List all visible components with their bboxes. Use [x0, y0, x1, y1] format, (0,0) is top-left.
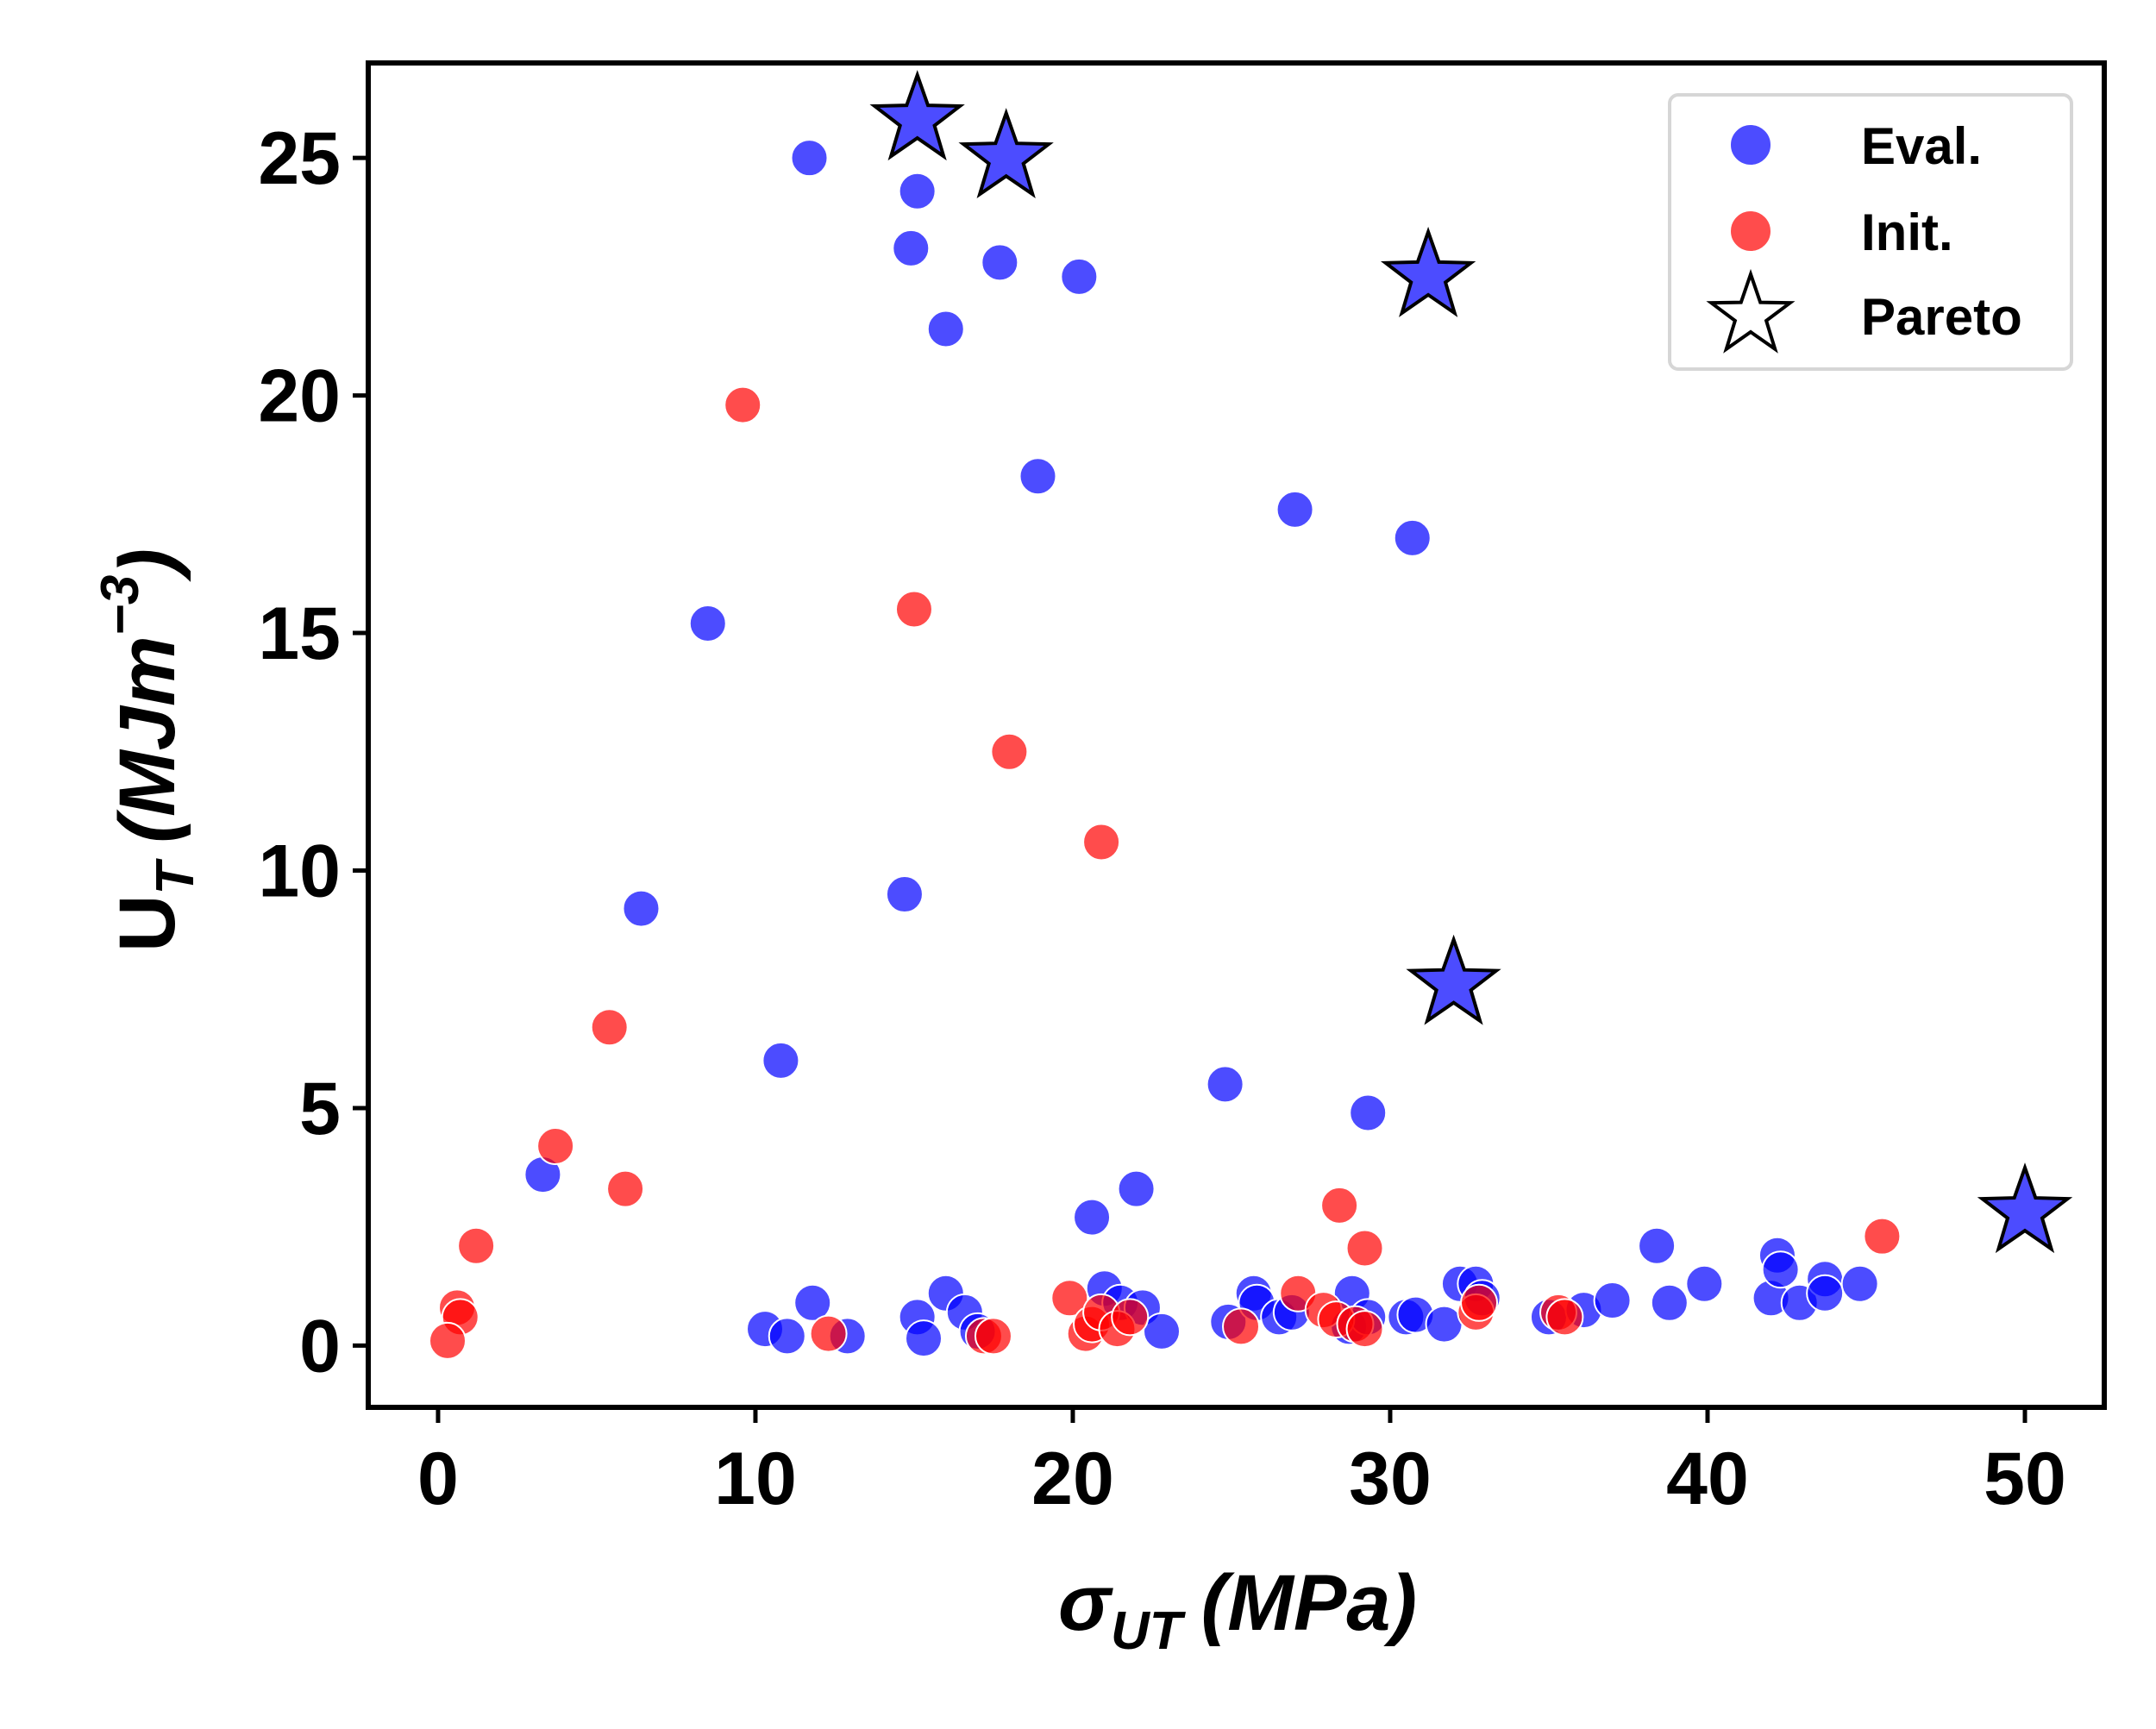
y-tick-label: 10: [258, 830, 341, 913]
legend-label: Pareto: [1861, 288, 2022, 346]
eval-point: [981, 243, 1019, 282]
eval-point: [892, 229, 931, 267]
eval-point: [1650, 1283, 1689, 1322]
eval-point: [1073, 1198, 1112, 1237]
y-tick-label: 20: [258, 355, 341, 438]
eval-point: [761, 1041, 800, 1080]
eval-point: [1840, 1264, 1879, 1303]
eval-point: [1761, 1250, 1800, 1289]
init-point: [1320, 1186, 1359, 1225]
init-point: [974, 1317, 1012, 1356]
init-point: [1222, 1307, 1261, 1346]
eval-point: [622, 889, 661, 928]
init-point: [724, 385, 762, 424]
x-tick-label: 20: [1031, 1438, 1114, 1520]
axis-labels: σUT (MPa) UT(MJm−3): [91, 548, 1417, 1661]
init-point: [457, 1226, 496, 1265]
legend-marker-0: [1729, 123, 1772, 166]
legend-marker-1: [1729, 210, 1772, 253]
init-point: [1111, 1298, 1150, 1337]
eval-point: [898, 172, 937, 210]
pareto-star-point: [958, 108, 1054, 199]
init-point: [1545, 1298, 1584, 1337]
x-tick-label: 0: [417, 1438, 459, 1520]
eval-point: [1638, 1226, 1677, 1265]
init-point: [606, 1169, 645, 1208]
init-point: [1460, 1283, 1499, 1322]
legend-label: Init.: [1861, 204, 1953, 261]
plot-frame: [366, 60, 2107, 1410]
series-init: [429, 385, 1902, 1360]
init-point: [990, 732, 1029, 771]
eval-point: [885, 875, 924, 914]
pareto-star-point: [1380, 226, 1476, 317]
y-tick-label: 0: [299, 1305, 341, 1388]
init-point: [429, 1321, 467, 1360]
init-point: [590, 1008, 629, 1047]
init-point: [894, 590, 933, 629]
eval-point: [790, 139, 829, 178]
x-tick-label: 50: [1984, 1438, 2066, 1520]
init-point: [1082, 823, 1121, 861]
y-axis-label: UT(MJm−3): [91, 548, 205, 952]
x-axis-label: σUT (MPa): [1058, 1559, 1417, 1661]
x-tick-label: 40: [1666, 1438, 1749, 1520]
y-tick-label: 15: [258, 592, 341, 675]
init-point: [536, 1127, 575, 1166]
series-pareto: [869, 70, 2073, 1254]
y-tick-label: 25: [258, 117, 341, 200]
init-point: [1050, 1279, 1089, 1318]
eval-point: [1593, 1281, 1632, 1320]
eval-point: [1143, 1312, 1181, 1350]
init-point: [1345, 1229, 1384, 1268]
eval-point: [1206, 1065, 1244, 1104]
legend-label: Eval.: [1861, 117, 1982, 175]
legend: Eval. Init. Pareto: [1668, 93, 2073, 371]
eval-point: [1060, 257, 1099, 296]
eval-point: [688, 605, 727, 643]
eval-point: [1275, 490, 1314, 529]
y-tick-label: 5: [299, 1068, 341, 1150]
pareto-star-point: [869, 70, 965, 161]
legend-star-marker: [1706, 268, 1796, 354]
pareto-star-point: [1406, 934, 1501, 1025]
plot-area: [429, 70, 2073, 1360]
eval-point: [1425, 1305, 1463, 1344]
eval-point: [1685, 1264, 1724, 1303]
init-point: [1345, 1310, 1384, 1349]
eval-point: [905, 1319, 943, 1358]
eval-point: [793, 1283, 832, 1322]
axes: 0 10 20 30 40 50 0 5 10 15 20 25: [258, 60, 2107, 1520]
eval-point: [926, 310, 965, 348]
eval-point: [768, 1317, 806, 1356]
x-tick-label: 10: [714, 1438, 797, 1520]
eval-point: [1393, 518, 1432, 557]
x-tick-label: 30: [1349, 1438, 1432, 1520]
eval-point: [1018, 457, 1057, 496]
init-point: [1863, 1217, 1902, 1256]
eval-point: [1806, 1274, 1845, 1312]
legend-box: [1668, 93, 2073, 371]
eval-point: [1349, 1093, 1388, 1132]
pareto-star-point: [1977, 1162, 2073, 1254]
eval-point: [1117, 1169, 1156, 1208]
init-point: [809, 1314, 848, 1353]
